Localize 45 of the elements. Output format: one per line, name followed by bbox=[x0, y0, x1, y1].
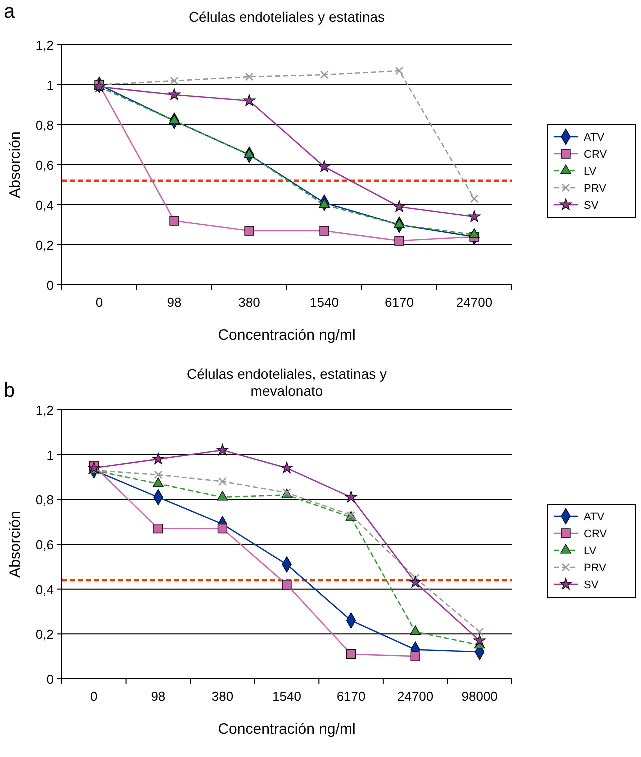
legend-label: LV bbox=[584, 166, 598, 178]
y-tick-label: 1,2 bbox=[36, 38, 54, 53]
legend-label: PRV bbox=[584, 183, 608, 195]
legend-label: LV bbox=[584, 546, 598, 558]
x-tick-label: 98000 bbox=[462, 689, 498, 704]
x-tick-label: 6170 bbox=[385, 295, 414, 310]
x-tick-label: 1540 bbox=[310, 295, 339, 310]
text: b bbox=[4, 380, 16, 402]
x-axis-title: Concentración ng/ml bbox=[218, 327, 356, 344]
y-tick-label: 0 bbox=[46, 672, 54, 687]
chart-title: Células endoteliales y estatinas bbox=[188, 9, 386, 25]
y-tick-label: 0,4 bbox=[36, 198, 54, 213]
legend-label: PRV bbox=[584, 562, 608, 574]
text: a bbox=[4, 1, 16, 23]
chart-title: Células endoteliales, estatinas y mevalonato bbox=[186, 366, 388, 399]
y-tick-label: 0,2 bbox=[36, 238, 54, 253]
x-tick-label: 24700 bbox=[397, 689, 434, 704]
legend-label: ATV bbox=[584, 132, 606, 144]
x-tick-label: 380 bbox=[212, 689, 234, 704]
legend-label: ATV bbox=[584, 512, 606, 524]
x-tick-label: 380 bbox=[238, 295, 260, 310]
x-tick-label: 6170 bbox=[336, 689, 366, 704]
y-tick-label: 0,8 bbox=[36, 118, 54, 133]
y-axis-title: Absorción bbox=[7, 511, 24, 578]
x-tick-label: 24700 bbox=[456, 295, 493, 310]
y-tick-label: 1 bbox=[46, 448, 54, 463]
y-tick-label: 0,4 bbox=[36, 582, 54, 598]
x-tick-label: 0 bbox=[90, 689, 98, 704]
y-tick-label: 1,2 bbox=[36, 403, 54, 418]
y-tick-label: 0 bbox=[46, 278, 54, 293]
legend-label: SV bbox=[584, 200, 600, 212]
y-tick-label: 1 bbox=[46, 78, 54, 93]
y-axis-title: Absorción bbox=[7, 132, 24, 198]
x-tick-label: 0 bbox=[96, 295, 104, 310]
x-tick-label: 98 bbox=[167, 295, 182, 310]
y-tick-label: 0,8 bbox=[36, 492, 54, 508]
x-tick-label: 98 bbox=[151, 689, 166, 704]
y-tick-label: 0,6 bbox=[36, 538, 54, 552]
y-tick-label: 0,2 bbox=[36, 627, 54, 642]
legend-label: SV bbox=[584, 580, 600, 592]
x-axis-title: Concentración ng/ml bbox=[218, 721, 356, 738]
x-tick-label: 1540 bbox=[272, 689, 302, 704]
legend-label: CRV bbox=[584, 149, 608, 161]
legend-label: CRV bbox=[584, 528, 608, 540]
y-tick-label: 0,6 bbox=[36, 158, 54, 173]
